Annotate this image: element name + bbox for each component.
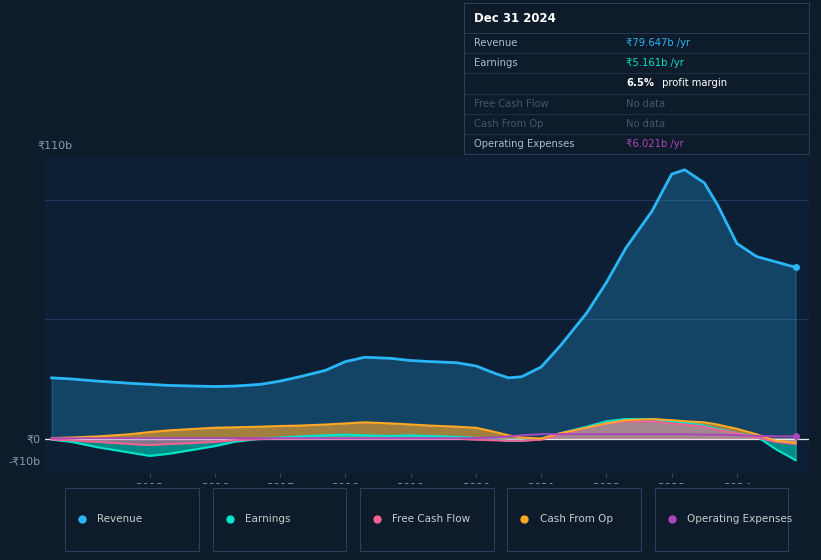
- Text: ₹5.161b /yr: ₹5.161b /yr: [626, 58, 684, 68]
- Text: Earnings: Earnings: [245, 515, 291, 524]
- FancyBboxPatch shape: [360, 488, 493, 551]
- Text: Free Cash Flow: Free Cash Flow: [475, 99, 549, 109]
- Text: Earnings: Earnings: [475, 58, 518, 68]
- FancyBboxPatch shape: [66, 488, 199, 551]
- FancyBboxPatch shape: [507, 488, 641, 551]
- Text: Dec 31 2024: Dec 31 2024: [475, 12, 556, 25]
- Text: Free Cash Flow: Free Cash Flow: [392, 515, 470, 524]
- Text: Revenue: Revenue: [98, 515, 143, 524]
- Text: ₹6.021b /yr: ₹6.021b /yr: [626, 139, 684, 149]
- FancyBboxPatch shape: [213, 488, 346, 551]
- Text: ₹79.647b /yr: ₹79.647b /yr: [626, 38, 690, 48]
- Text: 6.5%: 6.5%: [626, 78, 654, 88]
- Text: Revenue: Revenue: [475, 38, 517, 48]
- Text: Cash From Op: Cash From Op: [539, 515, 612, 524]
- Text: No data: No data: [626, 99, 665, 109]
- Text: Operating Expenses: Operating Expenses: [687, 515, 792, 524]
- Text: No data: No data: [626, 119, 665, 129]
- Text: Operating Expenses: Operating Expenses: [475, 139, 575, 149]
- Text: ₹110b: ₹110b: [37, 140, 72, 150]
- Text: profit margin: profit margin: [658, 78, 727, 88]
- Text: Cash From Op: Cash From Op: [475, 119, 544, 129]
- FancyBboxPatch shape: [655, 488, 788, 551]
